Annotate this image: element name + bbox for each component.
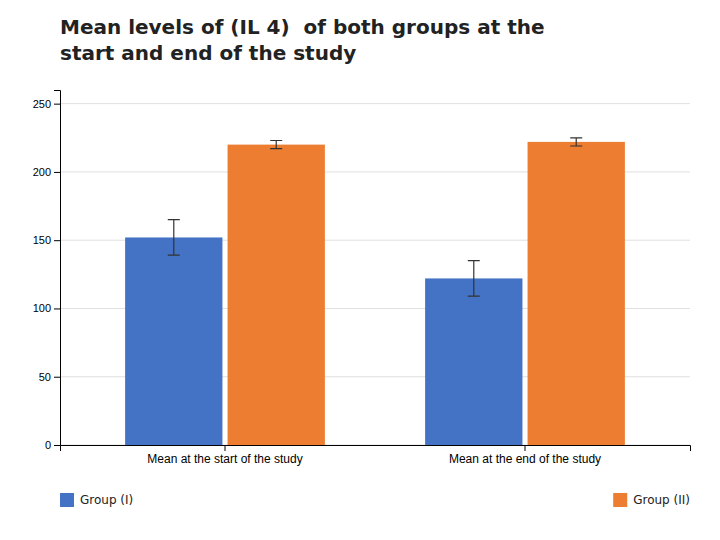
bar [228,145,325,445]
y-tick-mark [54,104,60,105]
y-tick: 150 [33,234,60,246]
legend-item: Group (I) [60,493,133,508]
bar [528,142,625,445]
y-tick-mark [54,240,60,241]
plot: 0 50 100 150 200 250 Mean at the start of the … [33,91,691,466]
bar [425,278,522,445]
y-tick: 200 [33,166,60,178]
y-tick: 0 [45,439,60,451]
title: Mean levels of (IL 4) of both groups at … [60,15,545,65]
y-tick-label: 150 [33,234,51,246]
y-tick: 250 [33,98,60,110]
x-tick-label: Mean at the end of the study [449,452,601,466]
chart-svg: Mean levels of (IL 4) of both groups at … [0,0,720,540]
y-tick-mark [54,308,60,309]
y-tick-label: 0 [45,439,51,451]
error-bar [570,138,582,146]
x-axis: Mean at the start of the study Mean at th… [61,445,691,466]
title-line: start and end of the study [60,41,356,65]
grid-line [60,103,690,104]
y-tick-label: 200 [33,166,51,178]
x-tick-mark [525,445,526,451]
x-tick-label: Mean at the start of the study [147,452,302,466]
marks [125,138,625,445]
y-tick: 100 [33,302,60,314]
y-tick-label: 250 [33,98,51,110]
y-tick: 50 [39,371,60,383]
y-axis: 0 50 100 150 200 250 [33,91,61,452]
y-tick-label: 100 [33,302,51,314]
legend-label: Group (I) [80,493,133,507]
y-tick-mark [54,377,60,378]
series [228,138,625,445]
title-line: Mean levels of (IL 4) of both groups at … [60,15,545,39]
y-tick-label: 50 [39,371,51,383]
error-bar [468,261,480,297]
legend: Group (I) Group (II) [60,493,690,508]
error-bar [270,141,282,149]
error-bar [168,220,180,256]
y-axis-line [54,91,61,446]
x-tick-mark [225,445,226,451]
x-tick: Mean at the end of the study [449,445,601,466]
legend-item: Group (II) [613,493,690,508]
y-tick-mark [54,172,60,173]
chart-container: Mean levels of (IL 4) of both groups at … [0,0,720,540]
grid [60,104,690,445]
x-axis-line [61,446,691,452]
legend-swatch [613,493,627,507]
y-tick-mark [54,445,60,446]
legend-swatch [60,493,74,507]
bar [125,237,222,445]
legend-label: Group (II) [633,493,690,507]
x-tick: Mean at the start of the study [147,445,302,466]
